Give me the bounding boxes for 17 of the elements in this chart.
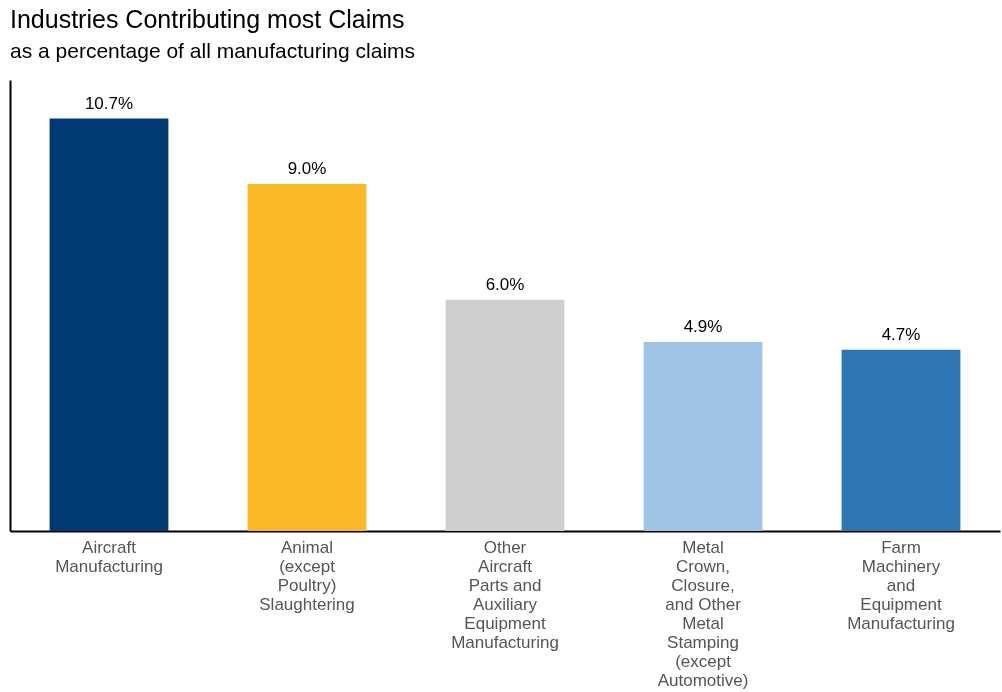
- bar: [445, 299, 565, 531]
- chart-subtitle: as a percentage of all manufacturing claims: [10, 39, 416, 62]
- data-label: 4.9%: [683, 317, 723, 337]
- bar: [49, 118, 169, 531]
- x-tick-label: Farm Machinery and Equipment Manufacturing: [847, 537, 955, 633]
- data-label: 6.0%: [485, 274, 525, 294]
- x-tick-label: Other Aircraft Parts and Auxiliary Equipment Manufacturing: [451, 537, 559, 652]
- bar: [841, 349, 961, 531]
- x-tick-label: Animal (except Poultry) Slaughtering: [259, 537, 355, 614]
- bar: [247, 184, 367, 531]
- data-label: 4.7%: [881, 324, 921, 344]
- chart-title: Industries Contributing most Claims: [10, 5, 405, 33]
- data-label: 9.0%: [287, 159, 327, 179]
- bar: [643, 342, 763, 531]
- data-label: 10.7%: [84, 93, 134, 113]
- x-tick-label: Aircraft Manufacturing: [55, 537, 163, 576]
- x-tick-label: Metal Crown, Closure, and Other Metal Stamping (except Automotive): [657, 537, 749, 690]
